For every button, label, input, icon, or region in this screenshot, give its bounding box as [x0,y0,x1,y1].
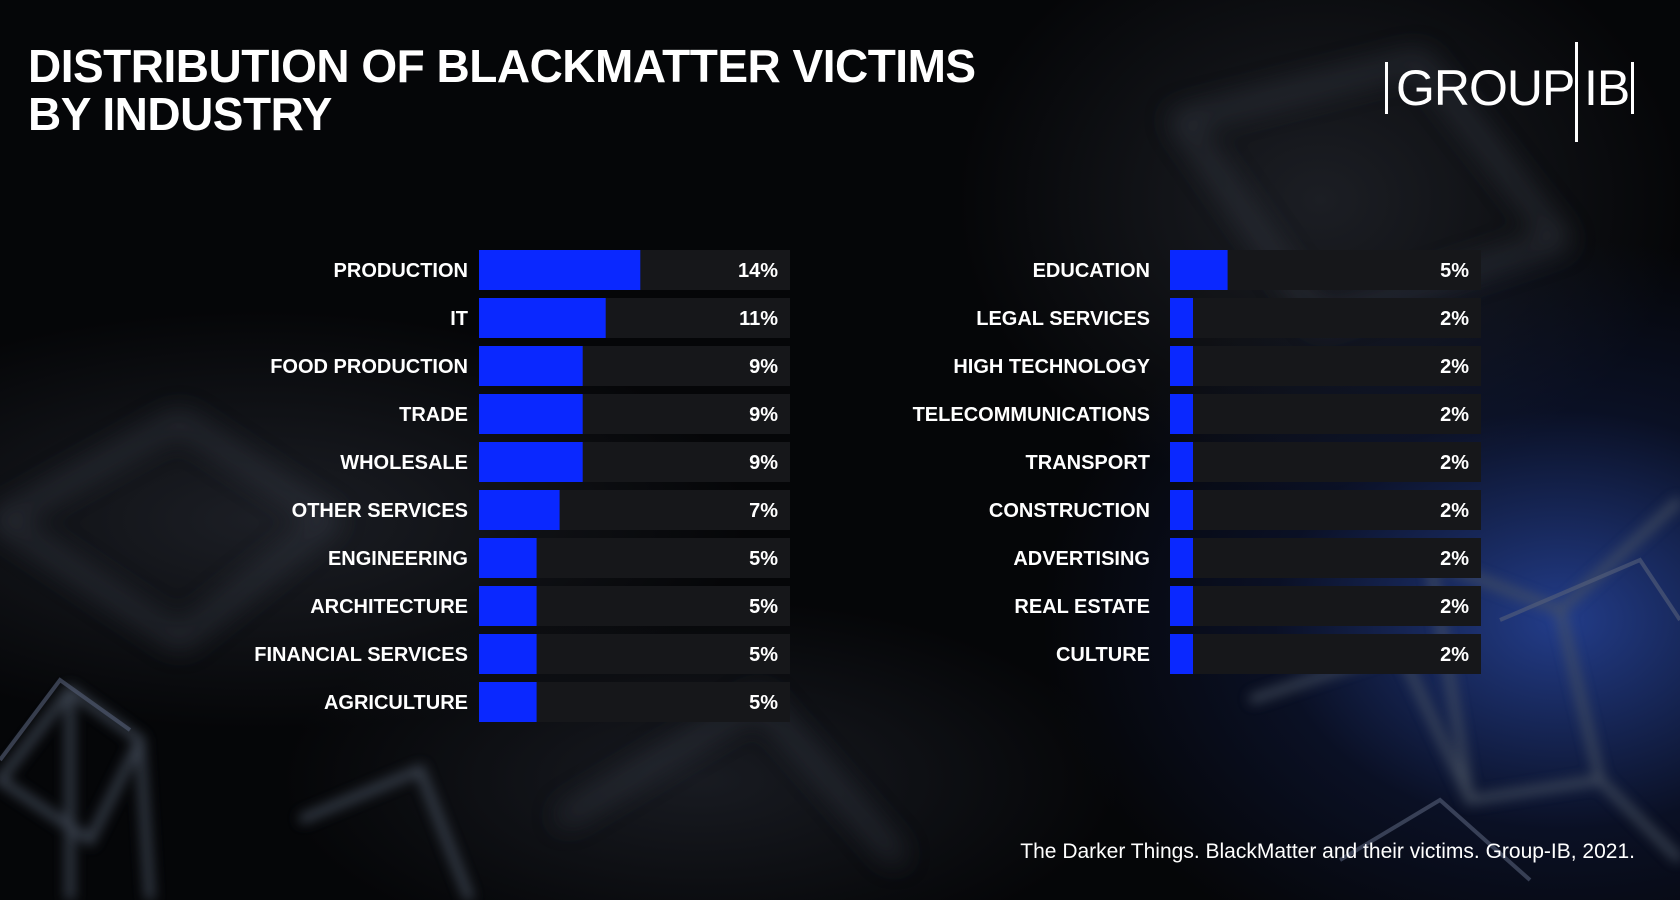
value-label: 9% [749,356,778,378]
bar [1170,634,1193,674]
category-label: FINANCIAL SERVICES [254,644,468,666]
bar-track [1170,538,1481,578]
value-label: 2% [1440,596,1469,618]
bar [479,586,537,626]
value-label: 2% [1440,548,1469,570]
logo-bar-right [1631,62,1634,114]
bar-row: HIGH TECHNOLOGY 2% [953,346,1481,386]
bar [479,346,583,386]
value-label: 11% [739,308,778,330]
bar-track [1170,394,1481,434]
category-label: FOOD PRODUCTION [270,356,468,378]
category-label: REAL ESTATE [1014,596,1150,618]
category-label: TRANSPORT [1026,452,1150,474]
bar-row: TELECOMMUNICATIONS 2% [913,394,1481,434]
category-label: CULTURE [1056,644,1150,666]
bar [1170,394,1193,434]
value-label: 5% [749,548,778,570]
value-label: 2% [1440,500,1469,522]
bar-track [1170,346,1481,386]
source-footnote: The Darker Things. BlackMatter and their… [1020,840,1635,863]
category-label: ADVERTISING [1013,548,1150,570]
bar-group-left: PRODUCTION 14%IT 11%FOOD PRODUCTION 9%TRADE… [254,250,790,722]
value-label: 2% [1440,308,1469,330]
bar [479,538,537,578]
value-label: 2% [1440,644,1469,666]
bar [1170,538,1193,578]
category-label: LEGAL SERVICES [976,308,1150,330]
bar [479,250,641,290]
value-label: 2% [1440,452,1469,474]
bar-track [1170,490,1481,530]
category-label: IT [450,308,468,330]
bar [1170,490,1193,530]
category-label: EDUCATION [1033,260,1150,282]
value-label: 9% [749,452,778,474]
bar-row: FINANCIAL SERVICES 5% [254,634,790,674]
value-label: 7% [749,500,778,522]
bar [479,442,583,482]
bar-track [1170,442,1481,482]
bar-row: FOOD PRODUCTION 9% [270,346,790,386]
bar [479,490,560,530]
bar [1170,346,1193,386]
bar [1170,442,1193,482]
bar-track [1170,298,1481,338]
bar-row: REAL ESTATE 2% [1014,586,1481,626]
value-label: 5% [749,692,778,714]
logo-bar-middle [1575,42,1578,142]
chart-title-line-2: BY INDUSTRY [28,88,332,140]
value-label: 2% [1440,356,1469,378]
bar-row: ADVERTISING 2% [1013,538,1481,578]
bar-row: IT 11% [450,298,790,338]
bar-row: WHOLESALE 9% [340,442,790,482]
bar [1170,298,1193,338]
bar-row: EDUCATION 5% [1033,250,1481,290]
bar-row: CULTURE 2% [1056,634,1481,674]
chart-title-line-1: DISTRIBUTION OF BLACKMATTER VICTIMS [28,40,976,92]
group-ib-logo: GROUP IB [1382,42,1636,142]
value-label: 14% [738,260,778,282]
value-label: 9% [749,404,778,426]
category-label: CONSTRUCTION [989,500,1150,522]
logo-bar-left [1385,62,1388,114]
value-label: 5% [1440,260,1469,282]
bar [479,394,583,434]
logo-word-ib: IB [1584,60,1630,116]
chart-title: DISTRIBUTION OF BLACKMATTER VICTIMS BY I… [28,42,976,138]
category-label: TRADE [399,404,468,426]
bar-row: PRODUCTION 14% [334,250,790,290]
category-label: OTHER SERVICES [292,500,468,522]
bar-track [1170,634,1481,674]
bar [479,298,606,338]
bar-row: AGRICULTURE 5% [324,682,790,722]
bar-row: OTHER SERVICES 7% [292,490,790,530]
bar-row: LEGAL SERVICES 2% [976,298,1481,338]
bar [479,682,537,722]
category-label: ENGINEERING [328,548,468,570]
bar [1170,586,1193,626]
bar-row: TRANSPORT 2% [1026,442,1481,482]
value-label: 5% [749,596,778,618]
bar [1170,250,1228,290]
category-label: PRODUCTION [334,260,468,282]
bar-row: ENGINEERING 5% [328,538,790,578]
category-label: AGRICULTURE [324,692,468,714]
value-label: 5% [749,644,778,666]
category-label: TELECOMMUNICATIONS [913,404,1150,426]
bar-group-right: EDUCATION 5%LEGAL SERVICES 2%HIGH TECHNOLO… [913,250,1481,674]
value-label: 2% [1440,404,1469,426]
bar-row: TRADE 9% [399,394,790,434]
bar [479,634,537,674]
category-label: WHOLESALE [340,452,468,474]
bar-row: CONSTRUCTION 2% [989,490,1481,530]
bar-row: ARCHITECTURE 5% [310,586,790,626]
category-label: HIGH TECHNOLOGY [953,356,1150,378]
logo-word-group: GROUP [1396,60,1575,116]
category-label: ARCHITECTURE [310,596,468,618]
bar-track [1170,586,1481,626]
